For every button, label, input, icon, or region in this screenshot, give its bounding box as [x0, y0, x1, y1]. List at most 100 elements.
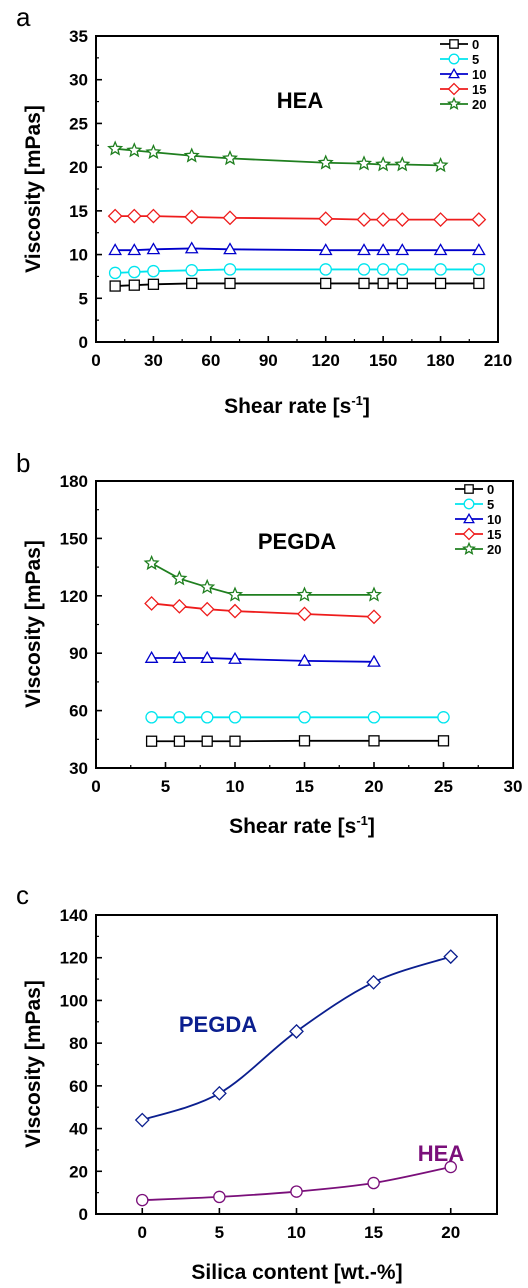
x-axis-label: Shear rate [s-1]	[229, 813, 375, 838]
data-point	[396, 263, 409, 276]
y-tick-label: 80	[69, 1034, 88, 1053]
data-point	[357, 243, 371, 256]
panel-letter-a: a	[16, 2, 31, 32]
data-point	[221, 149, 239, 166]
data-point	[296, 586, 313, 602]
legend-marker	[462, 527, 476, 541]
x-tick-label: 15	[295, 777, 314, 796]
x-tick-label: 30	[504, 777, 523, 796]
data-point	[395, 243, 410, 256]
data-point	[394, 212, 410, 228]
x-tick-label: 25	[434, 777, 453, 796]
data-point	[228, 651, 242, 664]
data-point	[367, 654, 381, 667]
y-tick-label: 0	[79, 1205, 88, 1224]
data-point	[357, 263, 371, 276]
data-point	[136, 1193, 149, 1207]
data-point	[211, 1085, 227, 1101]
series-annotation-hea: HEA	[418, 1141, 465, 1166]
data-point	[289, 1023, 304, 1039]
data-point	[298, 735, 311, 747]
chart-panel-c: c 0 5 10 15 20 0 20 40 60 80 100 120 140 Silica conten…	[16, 880, 498, 1284]
x-tick-label: 30	[144, 351, 163, 370]
legend-marker	[463, 498, 475, 510]
y-tick-label: 180	[60, 472, 88, 491]
data-point	[365, 586, 383, 602]
data-point	[432, 156, 449, 173]
y-axis-label: Viscosity [mPas]	[22, 980, 45, 1148]
data-point	[184, 209, 200, 225]
data-point	[471, 212, 487, 228]
data-point	[375, 212, 391, 228]
data-point	[126, 208, 142, 224]
data-point	[222, 210, 238, 226]
legend-label: 5	[472, 52, 479, 67]
series-line	[151, 657, 375, 663]
data-point	[433, 243, 448, 256]
chart-panel-a: a0 30 60 90 120 150 180 21005101520253035Shear …	[16, 2, 512, 418]
y-tick-label: 140	[60, 906, 88, 925]
data-point	[376, 263, 390, 276]
x-tick-label: 5	[215, 1223, 224, 1242]
x-tick-label: 20	[441, 1223, 460, 1242]
data-point	[227, 603, 243, 619]
data-point	[201, 735, 213, 747]
series-5	[145, 711, 450, 724]
data-point	[147, 278, 160, 290]
data-point	[318, 243, 333, 256]
data-point	[145, 711, 158, 724]
data-point	[318, 211, 334, 227]
data-point	[297, 606, 312, 622]
legend-marker	[463, 512, 475, 524]
data-point	[200, 650, 215, 663]
x-tick-label: 5	[161, 777, 170, 796]
data-point	[297, 653, 312, 666]
x-tick-label: 0	[138, 1223, 147, 1242]
legend-marker	[449, 39, 459, 49]
legend-label: 5	[487, 497, 494, 512]
legend-marker	[447, 96, 461, 110]
data-point	[145, 143, 162, 160]
series-15	[144, 596, 382, 625]
data-point	[367, 711, 381, 724]
legend-label: 20	[487, 542, 501, 557]
data-point	[185, 264, 198, 277]
data-point	[126, 142, 143, 158]
legend-label: 0	[487, 482, 494, 497]
data-point	[319, 263, 332, 276]
y-tick-label: 25	[69, 114, 88, 133]
y-tick-label: 120	[60, 949, 88, 968]
series-20	[107, 140, 449, 173]
data-point	[223, 242, 237, 255]
series-10	[108, 241, 486, 256]
data-point	[224, 277, 236, 290]
data-point	[199, 601, 215, 617]
data-point	[433, 212, 448, 228]
series-pegda	[134, 949, 459, 1128]
y-tick-label: 5	[79, 289, 88, 308]
y-tick-label: 60	[69, 1077, 88, 1096]
data-point	[298, 711, 311, 724]
panel-letter-c: c	[16, 880, 29, 910]
data-point	[290, 1185, 303, 1198]
data-point	[437, 711, 450, 724]
x-axis-label-superscript: -1	[356, 813, 368, 828]
data-point	[375, 156, 392, 172]
data-point	[444, 1160, 457, 1174]
x-tick-label: 20	[365, 777, 384, 796]
x-axis-label-text: Silica content [wt.-%]	[191, 1261, 402, 1284]
y-tick-label: 35	[69, 27, 88, 46]
legend-label: 10	[472, 67, 486, 82]
y-tick-label: 10	[69, 246, 88, 265]
data-point	[107, 208, 123, 224]
legend-label: 15	[472, 82, 486, 97]
data-point	[437, 735, 450, 747]
legend-marker	[447, 82, 461, 96]
data-point	[228, 711, 242, 724]
plot-frame	[95, 480, 514, 769]
series-hea	[136, 1160, 457, 1207]
series-annotation-pegda: PEGDA	[179, 1012, 257, 1037]
data-point	[173, 711, 186, 724]
legend-label: 0	[472, 37, 479, 52]
